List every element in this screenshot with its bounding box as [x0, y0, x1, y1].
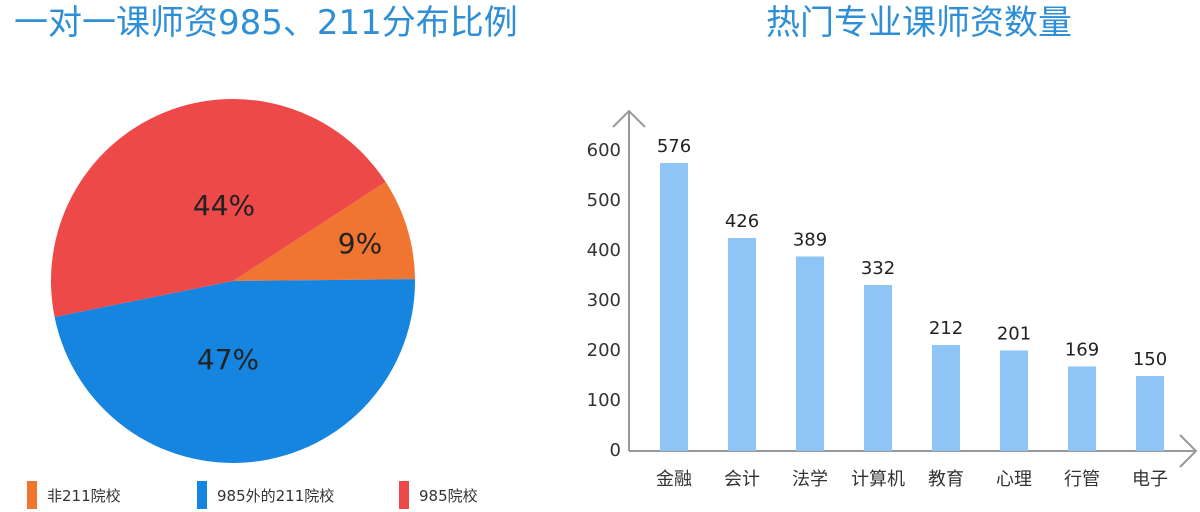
x-tick-label: 会计 [724, 469, 760, 490]
bar [660, 163, 688, 451]
y-tick-label: 200 [587, 340, 621, 361]
x-axis-arrow [1179, 434, 1198, 468]
bar [796, 256, 824, 451]
x-tick-label: 行管 [1064, 469, 1100, 490]
y-tick-label: 500 [587, 190, 621, 211]
legend-swatch [197, 481, 207, 509]
x-tick-label: 法学 [792, 469, 828, 490]
x-tick-label: 电子 [1132, 469, 1168, 490]
y-tick-label: 300 [587, 290, 621, 311]
bar-value-label: 150 [1133, 349, 1167, 370]
legend-swatch [399, 481, 409, 509]
bar-value-label: 576 [657, 136, 691, 157]
bar [864, 285, 892, 451]
bar-chart-title: 热门专业课师资数量 [766, 3, 1072, 43]
legend-label: 非211院校 [47, 486, 121, 505]
x-tick-label: 教育 [928, 469, 964, 490]
pie-slice [233, 181, 415, 281]
legend-label: 985院校 [419, 486, 478, 505]
y-tick-label: 600 [587, 140, 621, 161]
y-tick-label: 100 [587, 390, 621, 411]
legend-item: 985外的211院校 [197, 481, 334, 509]
pie-slice-label: 9% [338, 227, 382, 260]
bar-value-label: 201 [997, 324, 1031, 345]
bar [1000, 350, 1028, 451]
legend-swatch [27, 481, 37, 509]
bar [1136, 376, 1164, 451]
pie-chart: 9% 47% 44% [51, 99, 416, 464]
bar [1068, 366, 1096, 451]
pie-slice [54, 279, 416, 464]
y-axis-arrow [612, 109, 646, 128]
legend-item: 非211院校 [27, 481, 121, 509]
pie-slice [51, 99, 386, 317]
bar-value-label: 389 [793, 230, 827, 251]
pie-slice-label: 47% [197, 343, 259, 376]
x-tick-label: 心理 [996, 469, 1032, 490]
y-tick-label: 400 [587, 240, 621, 261]
bar [932, 345, 960, 451]
bar-value-label: 426 [725, 211, 759, 232]
bar-value-label: 212 [929, 318, 963, 339]
legend-item: 985院校 [399, 481, 478, 509]
bar-value-label: 332 [861, 258, 895, 279]
bar-value-label: 169 [1065, 340, 1099, 361]
bar [728, 238, 756, 451]
y-tick-label: 0 [610, 440, 621, 461]
x-tick-label: 计算机 [851, 469, 905, 490]
pie-chart-title: 一对一课师资985、211分布比例 [14, 3, 518, 43]
legend-label: 985外的211院校 [217, 486, 335, 505]
pie-slice-label: 44% [193, 189, 255, 222]
bar-chart: 0 100 200 300 400 500 600 576 金融 426 会计 389 法学 332 计算机… [587, 109, 1198, 490]
x-tick-label: 金融 [656, 469, 692, 490]
